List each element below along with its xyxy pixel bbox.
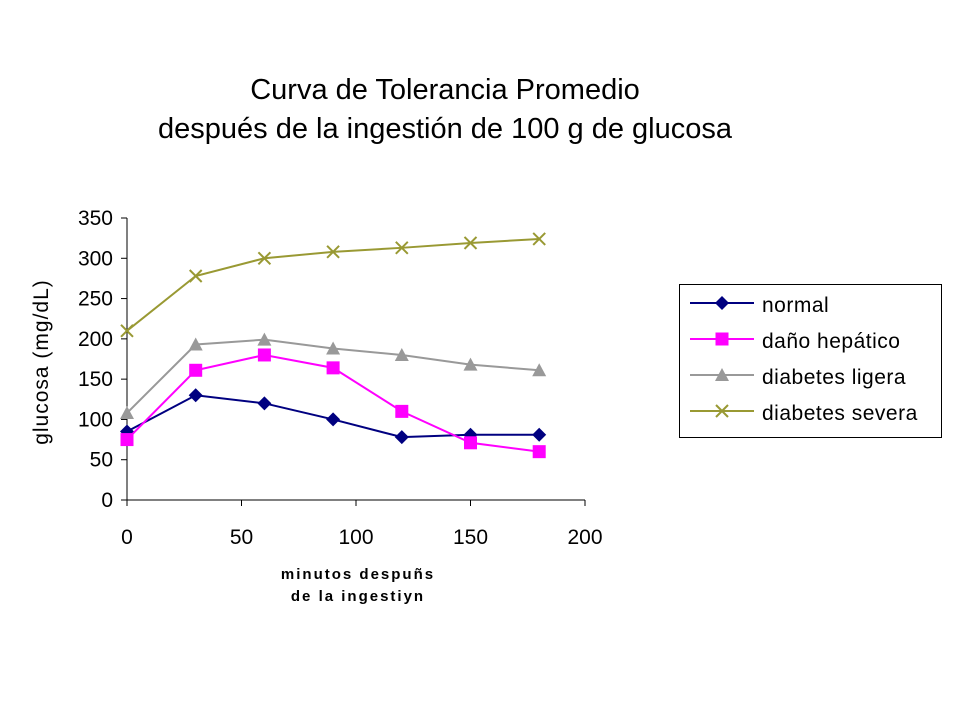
data-point-series-3 xyxy=(120,324,134,338)
data-point-series-0 xyxy=(532,427,547,442)
data-point-series-1 xyxy=(189,363,203,377)
data-point-series-2 xyxy=(188,337,203,351)
data-point-series-2 xyxy=(120,405,134,419)
legend-label: daño hepático xyxy=(762,330,901,353)
legend-label: diabetes ligera xyxy=(762,366,907,389)
x-axis-label-line2: de la ingestiyn xyxy=(290,588,426,605)
y-tick-label: 150 xyxy=(78,368,113,391)
legend-item: diabetes severa xyxy=(680,398,942,432)
data-point-series-3 xyxy=(257,251,272,265)
data-point-series-2 xyxy=(463,357,478,371)
data-point-series-2 xyxy=(326,341,341,355)
data-point-series-3-stroke xyxy=(326,245,340,259)
data-point-series-3 xyxy=(188,269,203,283)
data-point-series-1 xyxy=(257,348,271,362)
data-point-series-3 xyxy=(463,236,478,250)
data-point-series-1 xyxy=(532,445,546,459)
data-point-series-3-stroke xyxy=(463,236,478,250)
x-tick-label: 50 xyxy=(230,526,253,549)
data-point-series-3-stroke xyxy=(257,251,272,265)
legend-swatch xyxy=(690,368,754,381)
y-tick-label: 200 xyxy=(78,328,113,351)
legend-marker xyxy=(715,296,729,310)
x-axis-label-line1: minutos despuñs xyxy=(280,566,436,583)
chart-subtitle: después de la ingestión de 100 g de gluc… xyxy=(158,113,732,145)
y-tick-label: 100 xyxy=(78,408,113,431)
legend-label: normal xyxy=(762,294,830,317)
data-point-series-3-stroke xyxy=(532,232,546,246)
legend-marker xyxy=(715,332,729,346)
data-point-series-2 xyxy=(257,332,272,346)
data-point-series-0 xyxy=(326,412,341,427)
legend-item: diabetes ligera xyxy=(680,362,942,396)
data-point-series-3-stroke xyxy=(188,269,203,283)
y-tick-label: 50 xyxy=(90,449,113,472)
y-tick-label: 350 xyxy=(78,207,113,230)
chart-legend: normal daño hepático diabetes ligera diabet… xyxy=(679,284,942,438)
legend-swatch xyxy=(690,332,754,346)
data-point-series-1 xyxy=(395,404,409,418)
data-point-series-3 xyxy=(532,232,546,246)
data-point-series-0 xyxy=(257,396,272,411)
x-tick-label: 150 xyxy=(453,526,488,549)
legend-item: daño hepático xyxy=(680,326,942,360)
legend-marker xyxy=(715,404,729,418)
x-tick-label: 0 xyxy=(121,526,133,549)
y-tick-label: 0 xyxy=(101,489,113,512)
data-point-series-3 xyxy=(395,241,409,255)
x-tick-label: 100 xyxy=(338,526,373,549)
chart-title: Curva de Tolerancia Promedio xyxy=(250,74,640,106)
legend-swatch xyxy=(690,404,754,418)
legend-marker xyxy=(715,368,729,381)
data-point-series-1 xyxy=(120,433,134,447)
data-point-series-2 xyxy=(532,363,547,377)
legend-swatch xyxy=(690,296,754,310)
legend-label: diabetes severa xyxy=(762,402,918,425)
y-tick-label: 300 xyxy=(78,247,113,270)
data-point-series-3-stroke xyxy=(120,324,134,338)
y-tick-label: 250 xyxy=(78,288,113,311)
data-point-series-0 xyxy=(394,430,409,445)
data-point-series-1 xyxy=(326,361,340,375)
y-axis-label: glucosa (mg/dL) xyxy=(30,279,53,445)
legend-item: normal xyxy=(680,290,942,324)
legend-marker-stroke xyxy=(715,404,729,418)
data-point-series-3 xyxy=(326,245,340,259)
data-point-series-1 xyxy=(464,436,477,450)
data-point-series-3-stroke xyxy=(395,241,409,255)
x-tick-label: 200 xyxy=(567,526,602,549)
data-point-series-0 xyxy=(188,388,203,403)
data-point-series-2 xyxy=(394,347,409,361)
